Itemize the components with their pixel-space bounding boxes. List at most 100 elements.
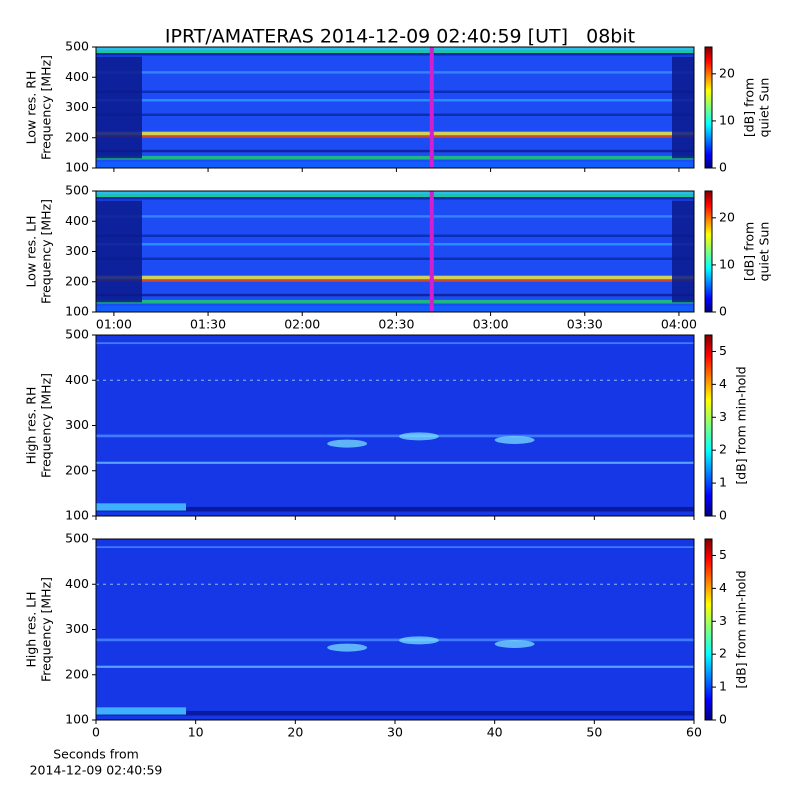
- spectrogram-bg: [96, 191, 694, 312]
- spectrogram-burst: [327, 643, 368, 652]
- spectrogram-band: [96, 665, 694, 668]
- spectrogram-band: [96, 155, 694, 160]
- y-tick-label: 100: [65, 304, 89, 319]
- spectrogram-band: [96, 131, 694, 136]
- x-tick-label: 0: [92, 725, 100, 740]
- y-tick-label: 500: [65, 183, 89, 198]
- spectrogram-band: [96, 546, 694, 549]
- colorbar-tick-label: 4: [719, 376, 727, 391]
- x-tick-label: 10: [188, 725, 204, 740]
- spectrogram-bg: [96, 47, 694, 168]
- x-tick-label: 30: [387, 725, 403, 740]
- colorbar-tick-label: 3: [719, 409, 727, 424]
- spectrogram-burst: [327, 439, 368, 448]
- spectrogram-band: [96, 638, 694, 642]
- y-tick-label: 100: [65, 508, 89, 523]
- spectrogram-band: [96, 275, 694, 280]
- y-tick-label: 100: [65, 160, 89, 175]
- x-tick-label: 50: [586, 725, 602, 740]
- y-axis-label: Low res. LH: [24, 216, 39, 288]
- x-tick-label: 40: [487, 725, 503, 740]
- colorbar-tick-label: 10: [719, 256, 735, 271]
- spectrogram-band: [96, 506, 694, 512]
- spectrogram-band: [96, 234, 694, 237]
- spectrogram-band: [96, 149, 694, 153]
- y-tick-label: 200: [65, 273, 89, 288]
- spectrogram-band: [96, 194, 694, 198]
- x-tick-label: 02:00: [284, 317, 320, 332]
- x-tick-label: 20: [287, 725, 303, 740]
- spectrogram-band: [96, 113, 694, 116]
- colorbar-tick-label: 0: [719, 160, 727, 175]
- colorbar-tick-label: 4: [719, 580, 727, 595]
- y-tick-label: 200: [65, 666, 89, 681]
- spectrogram-bg: [96, 539, 694, 720]
- x-tick-label: 03:30: [567, 317, 603, 332]
- y-tick-label: 300: [65, 99, 89, 114]
- spectrogram-band: [96, 707, 186, 715]
- time-marker: [429, 47, 434, 168]
- spectrogram-burst: [494, 435, 535, 444]
- colorbar-tick-label: 5: [719, 547, 727, 562]
- spectrogram-band: [96, 299, 694, 304]
- spectrogram-band: [96, 305, 694, 312]
- colorbar: [704, 538, 713, 721]
- colorbar-tick-label: 2: [719, 646, 727, 661]
- spectrogram-band: [96, 90, 694, 93]
- x-tick-label: 01:00: [96, 317, 132, 332]
- colorbar-label: [dB] from: [742, 222, 757, 281]
- spectrogram-band: [96, 197, 694, 200]
- y-tick-label: 300: [65, 621, 89, 636]
- spectrogram-band: [96, 99, 694, 102]
- spectrogram-band: [96, 71, 694, 74]
- spectrogram-band: [96, 50, 694, 54]
- y-tick-label: 400: [65, 576, 89, 591]
- spectrogram-band: [96, 191, 694, 195]
- spectrogram-gap: [672, 200, 694, 303]
- x-tick-label: 03:00: [473, 317, 509, 332]
- y-axis-label: High res. RH: [24, 387, 39, 465]
- x-tick-label: 01:30: [190, 317, 226, 332]
- time-marker: [429, 191, 434, 312]
- spectrogram-bg: [96, 335, 694, 516]
- spectrogram-gap: [96, 56, 142, 159]
- y-axis-label: Frequency [MHz]: [39, 55, 54, 160]
- x-tick-label: 02:30: [378, 317, 414, 332]
- colorbar-tick-label: 3: [719, 613, 727, 628]
- spectrogram-band: [96, 135, 694, 138]
- y-tick-label: 200: [65, 129, 89, 144]
- x-axis-label: 2014-12-09 02:40:59: [30, 763, 163, 778]
- spectrogram-band: [96, 279, 694, 282]
- colorbar-tick-label: 0: [719, 508, 727, 523]
- colorbar-label: [dB] from: [742, 78, 757, 137]
- spectrogram-gap: [672, 56, 694, 159]
- colorbar-tick-label: 1: [719, 679, 727, 694]
- spectrogram-burst: [398, 432, 439, 441]
- x-tick-label: 60: [686, 725, 702, 740]
- colorbar-tick-label: 1: [719, 475, 727, 490]
- y-tick-label: 400: [65, 372, 89, 387]
- y-axis-label: Frequency [MHz]: [39, 577, 54, 682]
- colorbar-tick-label: 20: [719, 209, 735, 224]
- y-tick-label: 300: [65, 417, 89, 432]
- y-axis-label: Frequency [MHz]: [39, 199, 54, 304]
- spectrogram-band: [96, 215, 694, 218]
- spectrogram-band: [96, 47, 694, 51]
- y-tick-label: 400: [65, 213, 89, 228]
- colorbar-label: [dB] from min-hold: [734, 366, 749, 484]
- y-axis-label: Frequency [MHz]: [39, 373, 54, 478]
- y-tick-label: 500: [65, 327, 89, 342]
- y-tick-label: 200: [65, 462, 89, 477]
- y-tick-label: 500: [65, 531, 89, 546]
- colorbar: [704, 46, 713, 169]
- colorbar-label: quiet Sun: [757, 222, 772, 282]
- colorbar-tick-label: 10: [719, 112, 735, 127]
- spectrogram-band: [96, 257, 694, 260]
- colorbar: [704, 190, 713, 313]
- spectrogram-band: [96, 342, 694, 345]
- y-axis-label: High res. LH: [24, 591, 39, 667]
- colorbar-tick-label: 20: [719, 65, 735, 80]
- spectrogram-band: [96, 161, 694, 168]
- spectrogram-band: [96, 461, 694, 464]
